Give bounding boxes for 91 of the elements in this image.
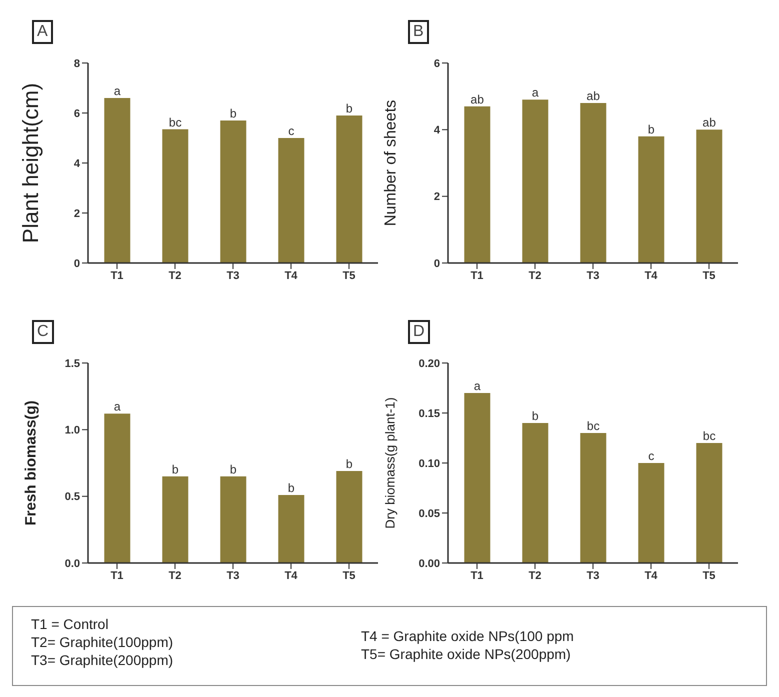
data-label: b xyxy=(172,462,179,476)
bar xyxy=(638,463,664,563)
x-tick-label: T3 xyxy=(226,270,240,282)
bar xyxy=(464,393,490,563)
x-tick-label: T1 xyxy=(470,270,484,282)
y-tick-label: 0.10 xyxy=(418,458,440,470)
data-label: b xyxy=(288,481,295,495)
x-tick-label: T2 xyxy=(528,270,542,282)
text: T4 = Graphite oxide NPs(100 ppm xyxy=(361,627,574,645)
x-tick-label: T2 xyxy=(168,270,182,282)
x-tick-label: T5 xyxy=(342,270,356,282)
bar xyxy=(696,130,722,263)
y-tick-label: 0 xyxy=(74,258,80,270)
text: T1 = Control xyxy=(31,615,110,633)
data-label: b xyxy=(346,102,353,116)
y-tick-label: 4 xyxy=(74,158,81,170)
y-tick-label: 0.05 xyxy=(418,508,440,520)
chart-title: B xyxy=(408,20,429,44)
x-tick-label: T5 xyxy=(702,270,716,282)
y-tick-label: 0.20 xyxy=(418,358,440,370)
data-label: b xyxy=(230,462,237,476)
y-tick-label: 6 xyxy=(434,58,440,70)
data-label: a xyxy=(474,379,481,393)
bar xyxy=(638,136,664,263)
bar xyxy=(220,120,246,263)
data-label: bc xyxy=(586,419,600,433)
y-tick-label: 1.0 xyxy=(64,424,80,437)
y-axis-title: Dry biomass(g plant-1) xyxy=(382,397,398,529)
bar xyxy=(278,138,304,263)
y-tick-label: 0.5 xyxy=(64,491,80,504)
y-axis-title: Number of sheets xyxy=(382,100,400,226)
bar xyxy=(464,106,490,263)
x-tick-label: T3 xyxy=(586,270,600,282)
data-label: ab xyxy=(702,116,716,130)
data-label: b xyxy=(532,409,539,423)
data-label: a xyxy=(532,86,539,100)
y-tick-label: 0.15 xyxy=(418,408,440,420)
y-tick-label: 6 xyxy=(74,108,80,120)
x-tick-label: T3 xyxy=(586,570,600,582)
y-axis-title: Plant height(cm) xyxy=(18,82,43,244)
x-tick-label: T4 xyxy=(284,570,298,582)
data-label: a xyxy=(114,84,121,98)
y-tick-label: 0 xyxy=(434,258,440,270)
text: T3= Graphite(200ppm) xyxy=(31,651,174,669)
x-tick-label: T5 xyxy=(342,570,356,582)
bar xyxy=(696,443,722,563)
bar xyxy=(580,103,606,263)
y-axis-title: Fresh biomass(g) xyxy=(22,400,40,526)
bar xyxy=(104,98,130,263)
x-tick-label: T2 xyxy=(168,570,182,582)
text: T5= Graphite oxide NPs(200ppm) xyxy=(361,645,572,663)
bar xyxy=(336,116,362,263)
bar xyxy=(522,100,548,263)
x-tick-label: T4 xyxy=(284,270,298,282)
x-tick-label: T3 xyxy=(226,570,240,582)
data-label: c xyxy=(288,124,294,138)
x-tick-label: T4 xyxy=(644,570,658,582)
bar xyxy=(580,433,606,563)
data-label: b xyxy=(230,106,237,120)
bar xyxy=(162,476,188,563)
chart-title: D xyxy=(408,320,430,344)
y-tick-label: 1.5 xyxy=(64,358,80,370)
x-tick-label: T1 xyxy=(470,570,484,582)
data-label: ab xyxy=(586,89,600,103)
x-tick-label: T5 xyxy=(702,570,716,582)
data-label: a xyxy=(114,400,121,414)
chart-title: A xyxy=(32,20,53,44)
bar xyxy=(162,129,188,263)
bar xyxy=(522,423,548,563)
y-tick-label: 0.00 xyxy=(418,558,440,570)
data-label: ab xyxy=(470,92,484,106)
bar xyxy=(220,476,246,563)
data-label: bc xyxy=(702,429,716,443)
y-tick-label: 0.0 xyxy=(64,558,80,570)
x-tick-label: T4 xyxy=(644,270,658,282)
text: T2= Graphite(100ppm) xyxy=(31,633,174,651)
data-label: b xyxy=(346,457,353,471)
x-tick-label: T1 xyxy=(110,570,124,582)
data-label: c xyxy=(648,449,654,463)
x-tick-label: T1 xyxy=(110,270,124,282)
y-tick-label: 4 xyxy=(434,124,441,137)
y-tick-label: 2 xyxy=(74,208,80,220)
chart-title: C xyxy=(32,320,54,344)
bar xyxy=(336,471,362,563)
y-tick-label: 2 xyxy=(434,191,440,204)
bar xyxy=(278,495,304,563)
y-tick-label: 8 xyxy=(74,58,80,70)
x-tick-label: T2 xyxy=(528,570,542,582)
data-label: bc xyxy=(168,115,182,130)
data-label: b xyxy=(648,122,655,136)
bar xyxy=(104,414,130,563)
